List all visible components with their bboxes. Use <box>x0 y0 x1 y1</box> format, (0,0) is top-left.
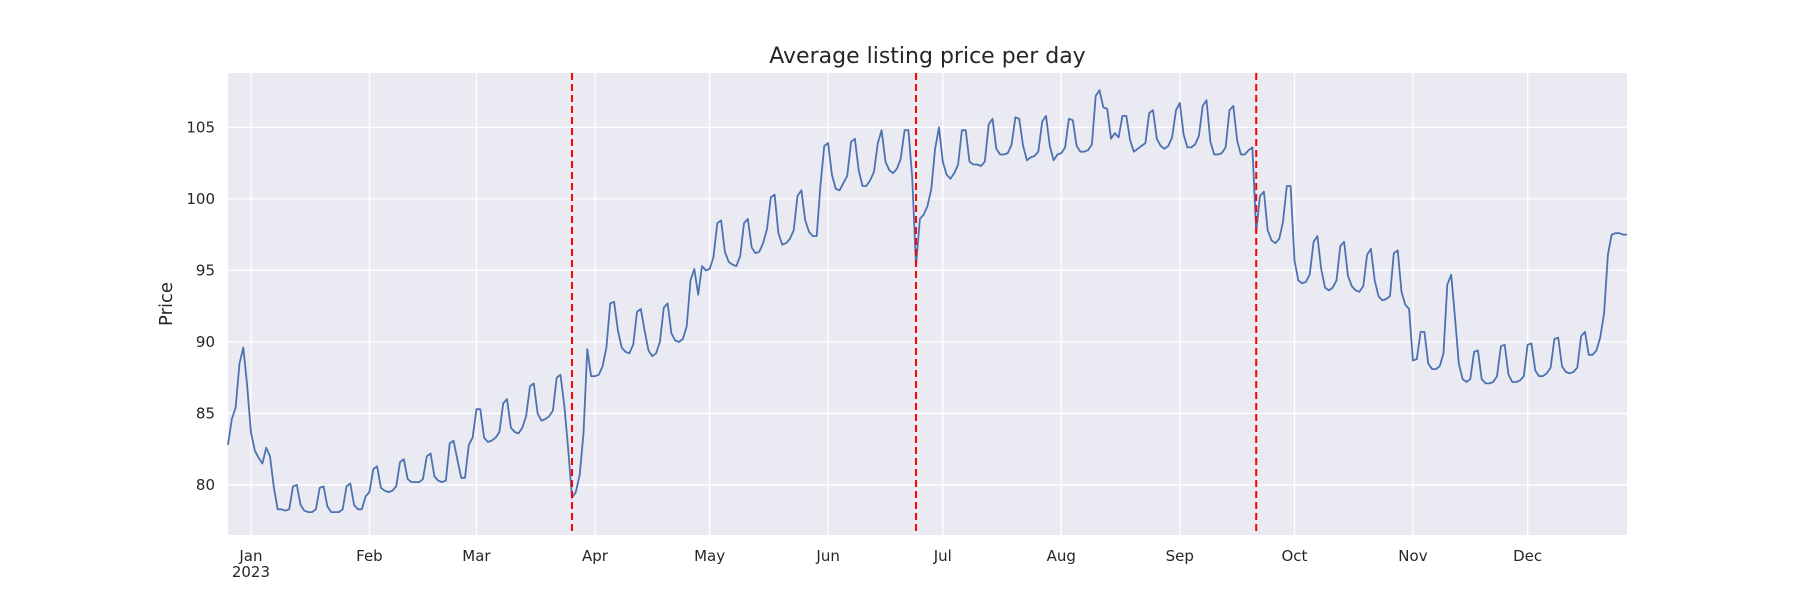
y-tick-label: 105 <box>186 118 215 136</box>
y-tick-label: 80 <box>196 476 215 494</box>
vertical-markers <box>571 73 1258 535</box>
chart-title: Average listing price per day <box>769 44 1085 69</box>
x-tick-label: Nov <box>1398 547 1427 565</box>
y-tick-label: 100 <box>186 190 215 208</box>
x-tick-label: Jun <box>815 547 839 565</box>
x-tick-label: Feb <box>356 547 383 565</box>
x-tick-sublabel: 2023 <box>232 563 270 581</box>
y-tick-label: 85 <box>196 404 215 422</box>
y-axis-title: Price <box>156 282 177 326</box>
y-tick-label: 90 <box>196 333 215 351</box>
plot-background <box>228 73 1627 535</box>
y-tick-label: 95 <box>196 261 215 279</box>
x-tick-label: Jan <box>238 547 262 565</box>
series-line <box>227 89 1627 513</box>
x-tick-label: Dec <box>1513 547 1542 565</box>
x-tick-label: Apr <box>582 547 609 565</box>
x-tick-label: Sep <box>1166 547 1194 565</box>
x-tick-label: Mar <box>462 547 491 565</box>
x-tick-label: Jul <box>933 547 952 565</box>
x-tick-label: May <box>694 547 725 565</box>
series-layer <box>227 89 1627 513</box>
x-tick-label: Oct <box>1281 547 1307 565</box>
x-tick-label: Aug <box>1047 547 1076 565</box>
